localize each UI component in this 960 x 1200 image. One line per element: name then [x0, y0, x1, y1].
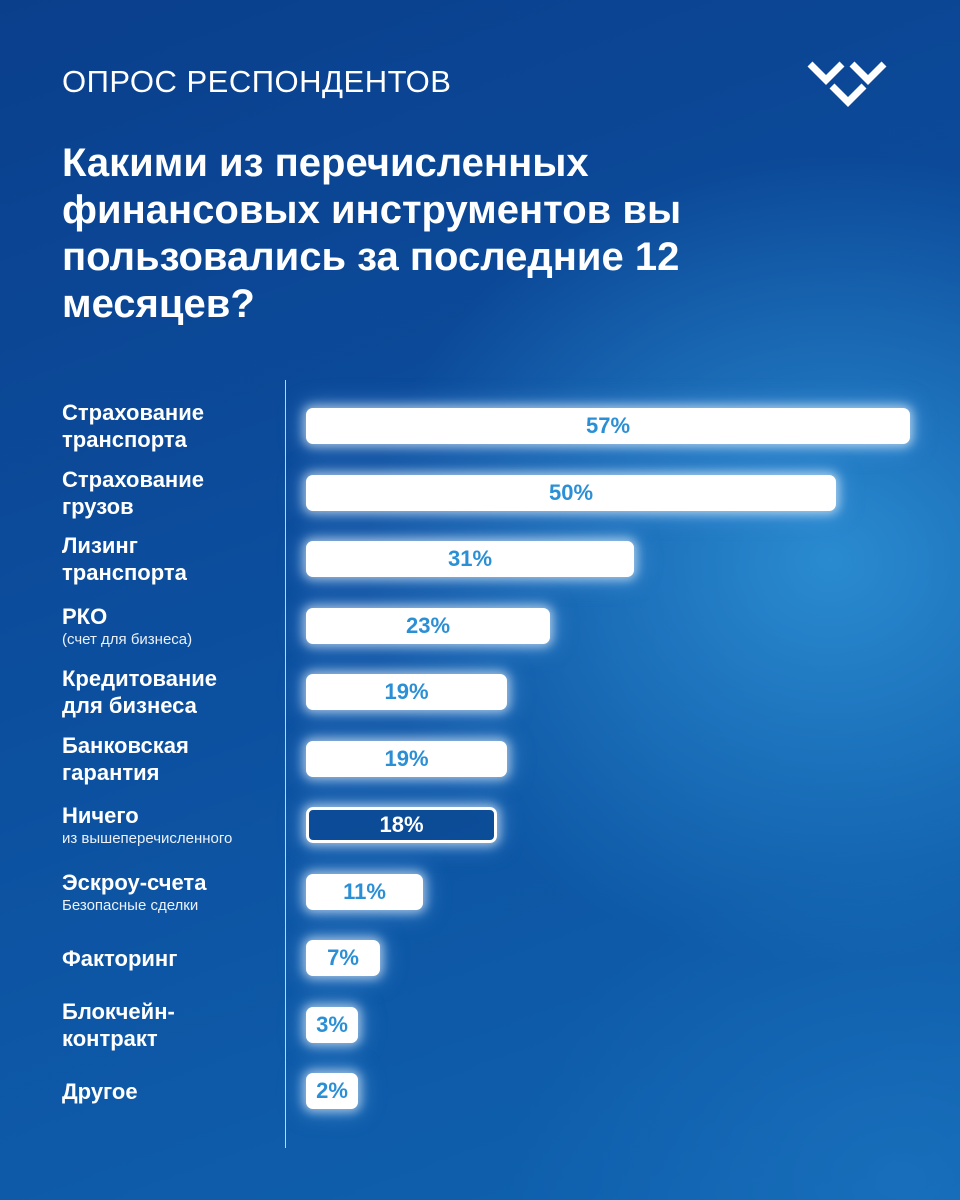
category-label-line: грузов [62, 493, 134, 519]
category-label-line: Кредитование [62, 666, 218, 691]
chart-title: Какими из перечисленных финансовых инстр… [62, 141, 682, 326]
category-label-line: Ничего [62, 803, 139, 828]
bar: 19% [306, 674, 507, 710]
bar-value-label: 2% [316, 1078, 348, 1103]
category-label-line: Страхование [62, 466, 204, 492]
triple-chevron-logo-icon [807, 61, 887, 107]
category-label-line: транспорта [62, 560, 187, 585]
bar: 2% [306, 1073, 358, 1109]
category-label: Ничего из вышеперечисленного [62, 803, 277, 847]
category-label-line: гарантия [62, 759, 160, 785]
category-label: Другое [62, 1073, 277, 1109]
bar-value-label: 19% [384, 745, 429, 771]
bar-value-label: 23% [405, 612, 451, 638]
category-label: Факторинг [62, 940, 277, 976]
bar: 7% [306, 940, 380, 976]
bar: 23% [306, 607, 550, 644]
category-label-line: Банковская [62, 732, 189, 758]
bar: 11% [306, 873, 423, 910]
category-label-line: Факторинг [62, 945, 178, 971]
category-label-line: для бизнеса [62, 693, 197, 718]
bar: 3% [306, 1006, 358, 1043]
category-sublabel: из вышеперечисленного [62, 830, 233, 847]
category-label: Кредитование для бизнеса [62, 666, 277, 718]
category-label-line: Страхование [62, 400, 204, 425]
category-label-line: транспорта [62, 427, 187, 452]
bar: 50% [306, 474, 836, 511]
bar-value-label: 7% [327, 945, 359, 970]
category-label: Эскроу-счета Безопасные сделки [62, 870, 277, 914]
bar: 31% [306, 541, 634, 577]
bar-value-label: 50% [548, 479, 594, 505]
category-label: Блокчейн-контракт [62, 999, 277, 1051]
category-label: Лизинг транспорта [62, 533, 277, 585]
category-label-line: Другое [62, 1078, 138, 1104]
category-label-line: контракт [62, 1025, 158, 1051]
category-label-line: РКО [62, 603, 108, 629]
category-sublabel: (счет для бизнеса) [62, 630, 193, 648]
category-label: РКО (счет для бизнеса) [62, 604, 277, 648]
bar-value-label: 3% [316, 1011, 348, 1037]
bar-value-label: 19% [384, 679, 429, 704]
bar-value-label: 57% [585, 413, 631, 438]
bar: 19% [306, 740, 507, 777]
category-label-line: Эскроу-счета [62, 869, 207, 895]
category-label: Банковская гарантия [62, 733, 277, 785]
bar: 18% [306, 807, 497, 843]
survey-eyebrow: ОПРОС РЕСПОНДЕНТОВ [62, 64, 452, 99]
category-sublabel: Безопасные сделки [62, 896, 199, 914]
category-label: Страхование грузов [62, 467, 277, 519]
category-label-line: Блокчейн- [62, 998, 175, 1024]
bar-value-label: 18% [379, 812, 424, 837]
category-label-line: Лизинг [62, 533, 138, 558]
bar: 57% [306, 408, 910, 444]
chart-axis-line [285, 380, 286, 1148]
bar-value-label: 11% [343, 878, 386, 904]
bar-value-label: 31% [447, 546, 493, 571]
category-label: Страхование транспорта [62, 400, 277, 452]
